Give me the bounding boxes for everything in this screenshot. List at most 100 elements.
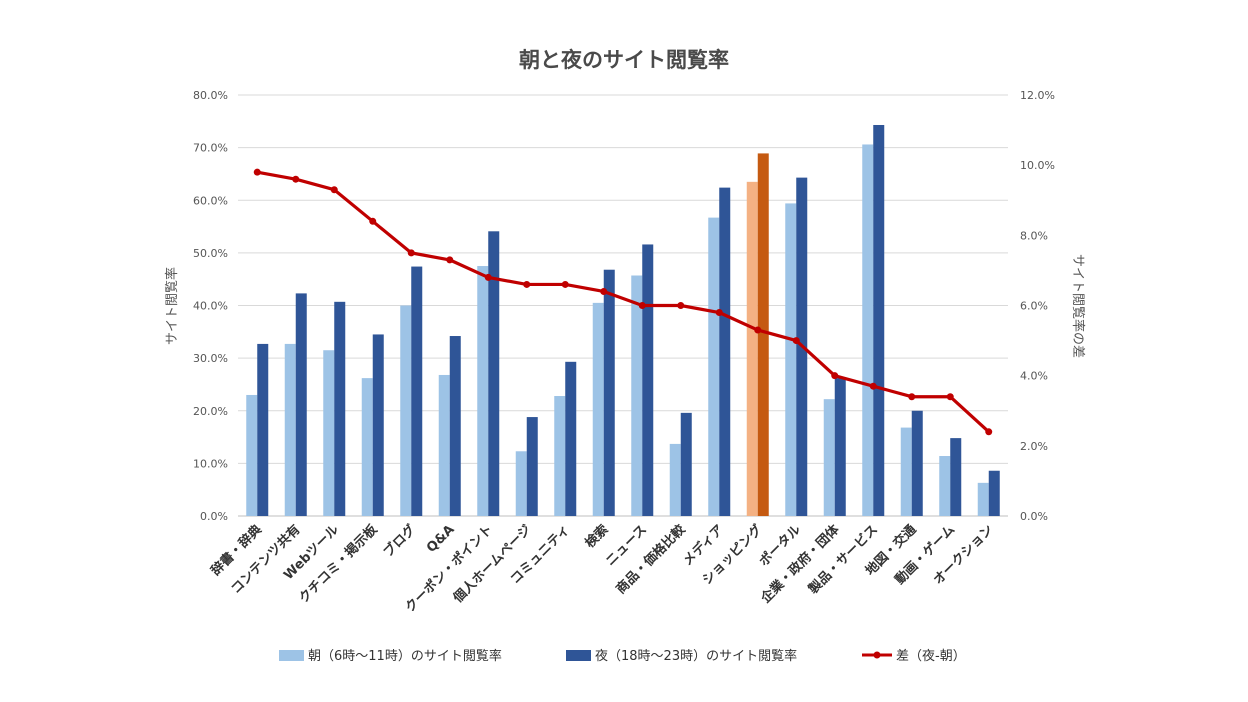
legend-swatch-morning — [279, 650, 304, 661]
bar-morning — [939, 456, 951, 516]
gridlines — [238, 94, 1008, 517]
right-tick-label: 12.0% — [1020, 89, 1055, 102]
bar-night — [911, 410, 923, 516]
chart-title: 朝と夜のサイト閲覧率 — [519, 48, 729, 72]
left-axis-title: サイト閲覧率 — [164, 267, 180, 345]
difference-point — [561, 280, 569, 288]
right-axis-title: サイト閲覧率の差 — [1070, 254, 1086, 358]
bar-morning — [900, 427, 912, 516]
left-tick-label: 0.0% — [200, 510, 228, 523]
right-tick-label: 6.0% — [1020, 300, 1048, 313]
difference-point — [253, 168, 261, 176]
difference-point — [908, 393, 916, 401]
bar-morning — [438, 374, 450, 516]
right-tick-label: 0.0% — [1020, 510, 1048, 523]
legend-label-night: 夜（18時～23時）のサイト閲覧率 — [595, 648, 797, 664]
left-tick-label: 60.0% — [193, 194, 228, 207]
category-label: 製品・サービス — [805, 522, 881, 598]
difference-point — [869, 382, 877, 390]
difference-point — [677, 302, 685, 309]
right-tick-label: 8.0% — [1020, 229, 1048, 242]
bar-night — [449, 336, 461, 516]
difference-point — [446, 256, 454, 264]
difference-point — [831, 372, 839, 380]
legend-label-difference: 差（夜-朝） — [896, 649, 966, 664]
difference-point — [715, 309, 723, 317]
left-axis-ticks: 0.0% 10.0% 20.0% 30.0% 40.0% 50.0% 60.0% 70.0% 8… — [193, 89, 228, 523]
difference-point — [523, 280, 531, 288]
bar-morning — [592, 302, 604, 516]
bar-night — [372, 334, 384, 516]
bar-morning — [361, 378, 373, 516]
bar-morning — [746, 181, 758, 517]
difference-line — [253, 168, 993, 436]
left-tick-label: 70.0% — [193, 142, 228, 155]
difference-line-path — [256, 170, 990, 433]
category-label: 検索 — [582, 522, 612, 552]
bar-night — [680, 412, 692, 516]
bar-night — [757, 153, 769, 516]
bar-morning — [284, 343, 296, 516]
right-axis-ticks: 0.0% 2.0% 4.0% 6.0% 8.0% 10.0% 12.0% — [1020, 89, 1055, 523]
bar-night — [950, 438, 962, 516]
left-tick-label: 30.0% — [193, 352, 228, 365]
left-tick-label: 80.0% — [193, 89, 228, 102]
bar-morning — [669, 443, 681, 516]
bar-night — [873, 124, 885, 516]
bar-night — [988, 470, 1000, 516]
difference-point — [330, 186, 338, 194]
bar-night — [565, 361, 577, 516]
bar-morning — [554, 396, 566, 516]
bar-morning — [823, 399, 835, 516]
bar-morning — [246, 394, 258, 516]
bar-morning — [862, 144, 874, 516]
bar-night — [488, 231, 500, 516]
difference-point — [292, 175, 300, 183]
right-tick-label: 10.0% — [1020, 159, 1055, 172]
bar-night — [411, 266, 423, 516]
bar-night — [257, 343, 269, 516]
bar-morning — [515, 451, 527, 516]
bar-morning — [323, 350, 335, 516]
bar-night — [295, 293, 307, 516]
legend-swatch-night — [566, 650, 591, 661]
difference-point — [754, 326, 762, 334]
bar-night — [526, 417, 538, 516]
category-label: 商品・価格比較 — [613, 521, 689, 597]
bar-night — [334, 301, 346, 516]
legend-label-morning: 朝（6時～11時）のサイト閲覧率 — [308, 648, 502, 664]
difference-point — [407, 249, 415, 257]
difference-point — [792, 337, 800, 345]
left-tick-label: 40.0% — [193, 300, 228, 313]
left-tick-label: 50.0% — [193, 247, 228, 260]
bars — [246, 124, 1000, 517]
legend: 朝（6時～11時）のサイト閲覧率 夜（18時～23時）のサイト閲覧率 差（夜-朝… — [279, 648, 966, 664]
category-label: ブログ — [380, 522, 419, 561]
right-tick-label: 4.0% — [1020, 370, 1048, 383]
left-tick-label: 10.0% — [193, 457, 228, 470]
right-tick-label: 2.0% — [1020, 440, 1048, 453]
bar-morning — [631, 275, 643, 516]
left-tick-label: 20.0% — [193, 405, 228, 418]
bar-night — [642, 244, 654, 516]
bar-morning — [400, 305, 412, 516]
bar-morning — [977, 482, 989, 516]
category-label: コンテンツ共有 — [228, 522, 304, 598]
category-label: Q&A — [424, 522, 458, 556]
bar-morning — [785, 203, 797, 516]
bar-night — [719, 187, 731, 516]
difference-point — [985, 428, 993, 436]
difference-point — [600, 287, 608, 295]
legend-marker-difference — [873, 651, 881, 659]
bar-night — [603, 269, 615, 516]
bar-morning — [708, 217, 720, 516]
bar-morning — [477, 266, 489, 516]
bar-night — [834, 378, 846, 516]
difference-point — [946, 393, 954, 401]
difference-point — [484, 273, 492, 281]
difference-point — [638, 302, 646, 309]
difference-point — [369, 217, 377, 225]
